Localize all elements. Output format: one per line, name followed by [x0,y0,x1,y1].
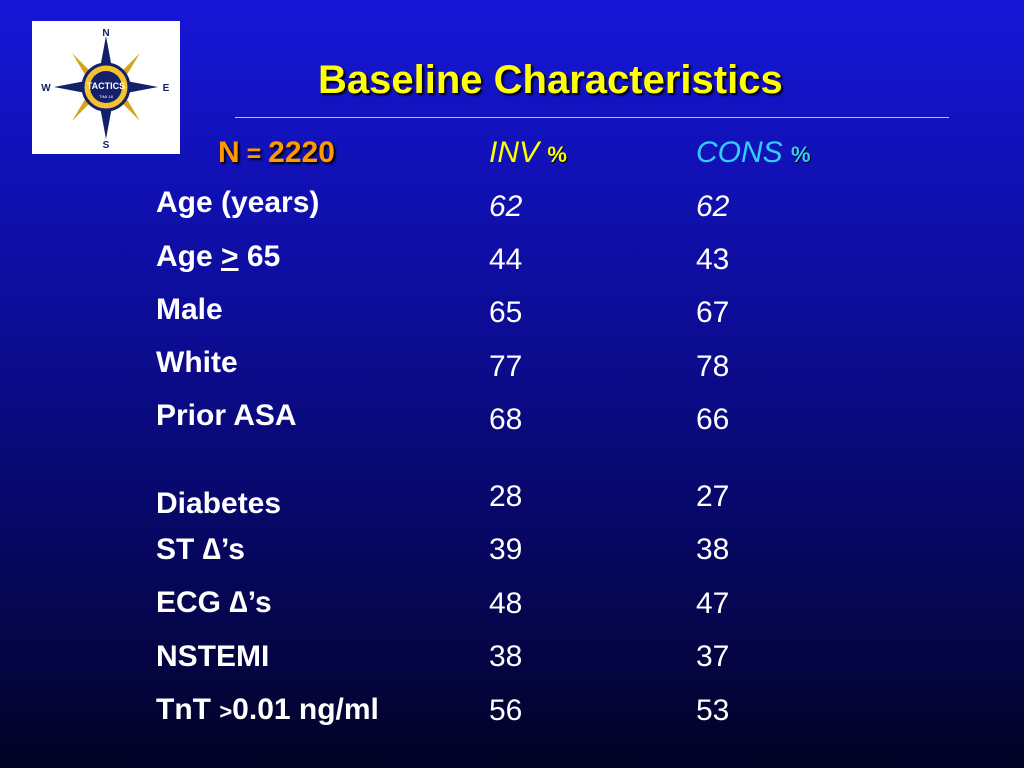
ecg-prefix: ECG [156,586,230,619]
tnt-prefix: TnT [156,693,220,726]
row-label-age-65: Age > 65 [156,240,280,274]
row-inv-nstemi: 38 [489,640,523,673]
row-label-st-changes: ST ∆’s [156,533,245,567]
row-inv-diabetes: 28 [489,480,523,513]
title-divider [235,117,949,118]
ecg-suffix: ’s [247,586,272,619]
greater-equal-sign: > [221,240,239,273]
row-cons-ecg-changes: 47 [696,587,730,620]
row-label-nstemi: NSTEMI [156,640,270,673]
inv-header-percent: % [547,142,567,167]
row-label-diabetes: Diabetes [156,487,282,520]
delta-symbol: ∆ [202,533,222,566]
row-cons-tnt: 53 [696,694,730,727]
compass-icon: TACTICS TIMI-18 N S W E [41,28,170,151]
row-inv-age-65: 44 [489,243,523,276]
cons-header: CONS % [696,136,811,172]
row-inv-tnt: 56 [489,694,523,727]
row-cons-st-changes: 38 [696,533,730,566]
row-inv-male: 65 [489,296,523,329]
row-label-ecg-changes: ECG ∆’s [156,586,272,620]
row-label-prior-asa: Prior ASA [156,399,297,432]
cons-header-label: CONS [696,136,783,169]
row-label-tnt: TnT >0.01 ng/ml [156,693,379,729]
delta-symbol: ∆ [229,586,248,619]
row-label-age-years: Age (years) [156,186,320,219]
row-cons-age-65: 43 [696,243,730,276]
row-cons-age-years: 62 [696,190,730,223]
slide-title: Baseline Characteristics [318,58,783,102]
row-inv-st-changes: 39 [489,533,523,566]
age-65-prefix: Age [156,240,222,273]
row-inv-ecg-changes: 48 [489,587,523,620]
row-cons-nstemi: 37 [696,640,730,673]
compass-west: W [41,83,51,94]
n-prefix: N [218,136,240,169]
inv-header-label: INV [489,136,540,169]
st-prefix: ST [156,533,203,566]
st-suffix: ’s [221,533,245,566]
row-cons-male: 67 [696,296,730,329]
age-65-suffix: 65 [238,240,281,273]
row-inv-prior-asa: 68 [489,403,523,436]
n-equals: = [239,140,269,168]
compass-north: N [102,28,109,39]
logo-text: TACTICS [87,81,125,91]
logo-subtext: TIMI-18 [99,94,114,99]
row-cons-white: 78 [696,350,730,383]
row-label-male: Male [156,293,223,326]
row-cons-diabetes: 27 [696,480,730,513]
n-header: N = 2220 [218,136,335,171]
tactics-logo: TACTICS TIMI-18 N S W E [32,21,180,154]
cons-header-percent: % [791,142,811,167]
tnt-suffix: 0.01 ng/ml [232,693,379,726]
row-inv-age-years: 62 [489,190,523,223]
row-cons-prior-asa: 66 [696,403,730,436]
n-value: 2220 [268,136,335,169]
compass-south: S [103,140,110,151]
greater-than-sign: > [219,699,233,724]
row-inv-white: 77 [489,350,523,383]
compass-east: E [163,83,170,94]
inv-header: INV % [489,136,567,172]
row-label-white: White [156,346,238,379]
